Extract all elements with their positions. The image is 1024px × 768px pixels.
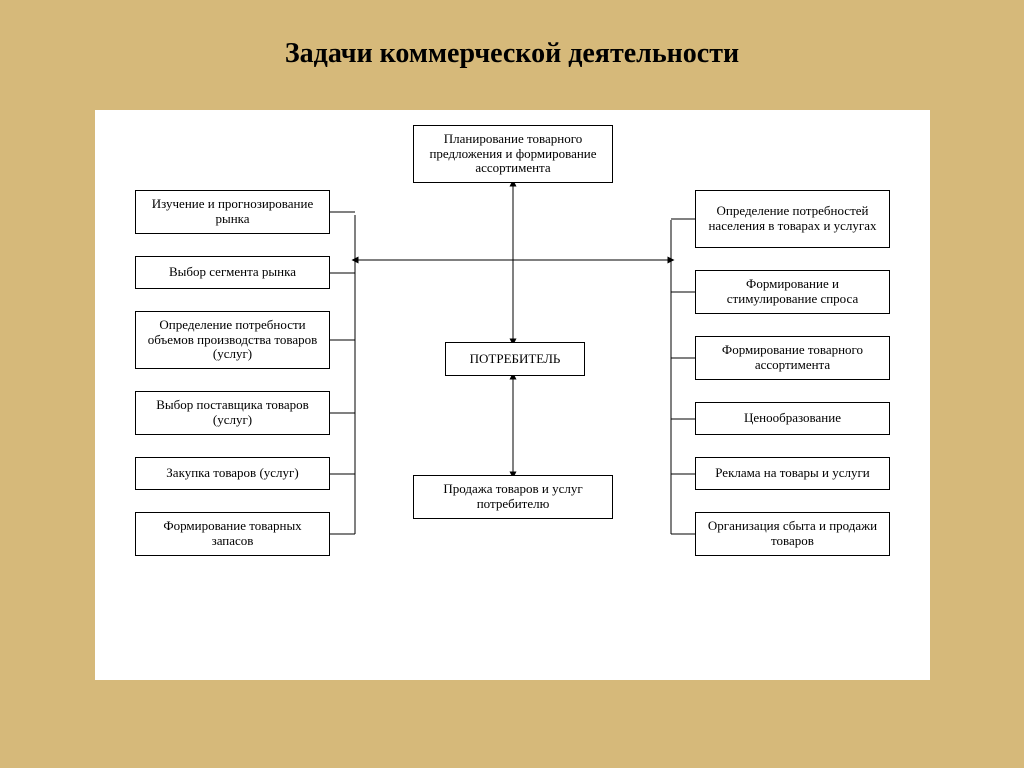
node-l3: Определение потребности объемов производ… xyxy=(135,311,330,369)
diagram-canvas: Планирование товарного предложения и фор… xyxy=(95,110,930,680)
page-root: Задачи коммерческой деятельности Планиро… xyxy=(0,0,1024,768)
node-center: ПОТРЕБИТЕЛЬ xyxy=(445,342,585,376)
node-r6: Организация сбыта и продажи товаров xyxy=(695,512,890,556)
node-top: Планирование товарного предложения и фор… xyxy=(413,125,613,183)
node-l5: Закупка товаров (услуг) xyxy=(135,457,330,490)
node-r4: Ценообразование xyxy=(695,402,890,435)
node-l4: Выбор поставщика товаров (услуг) xyxy=(135,391,330,435)
node-r1: Определение потребностей населения в тов… xyxy=(695,190,890,248)
node-r2: Формирование и стимулирование спроса xyxy=(695,270,890,314)
node-l2: Выбор сегмента рынка xyxy=(135,256,330,289)
node-r3: Формирование товарного ассортимента xyxy=(695,336,890,380)
node-bottom: Продажа товаров и услуг потребителю xyxy=(413,475,613,519)
page-title: Задачи коммерческой деятельности xyxy=(0,38,1024,70)
node-l6: Формирование товарных запасов xyxy=(135,512,330,556)
node-r5: Реклама на товары и услуги xyxy=(695,457,890,490)
node-l1: Изучение и прогнозирование рынка xyxy=(135,190,330,234)
